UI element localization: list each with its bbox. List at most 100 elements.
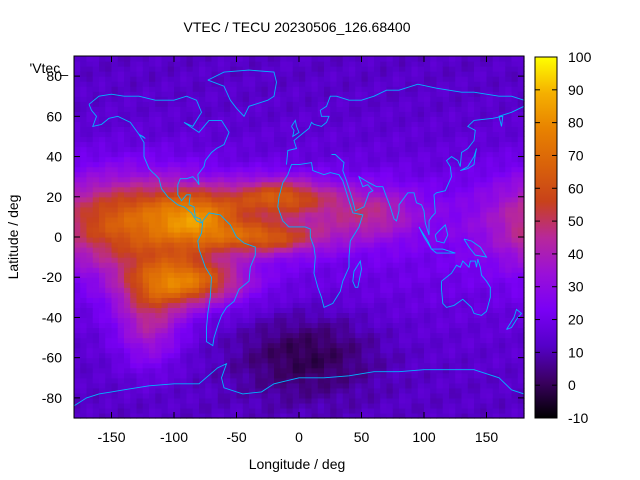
heatmap-cell xyxy=(430,377,438,384)
heatmap-cell xyxy=(292,362,300,369)
heatmap-cell xyxy=(199,161,206,168)
heatmap-cell xyxy=(361,372,369,379)
heatmap-cell xyxy=(317,161,325,168)
heatmap-cell xyxy=(124,56,131,62)
heatmap-cell xyxy=(280,181,288,188)
heatmap-cell xyxy=(92,161,100,168)
heatmap-cell xyxy=(417,247,425,253)
heatmap-cell xyxy=(336,247,344,253)
heatmap-cell xyxy=(305,272,313,278)
heatmap-cell xyxy=(217,106,225,112)
heatmap-cell xyxy=(374,116,381,122)
heatmap-cell xyxy=(436,402,444,409)
heatmap-cell xyxy=(405,342,413,349)
heatmap-cell xyxy=(236,257,244,263)
heatmap-cell xyxy=(80,392,88,399)
heatmap-cell xyxy=(149,397,156,404)
heatmap-cell xyxy=(299,166,306,173)
heatmap-cell xyxy=(317,151,325,158)
heatmap-cell xyxy=(417,332,425,339)
heatmap-cell xyxy=(149,272,156,278)
heatmap-cell xyxy=(180,342,188,349)
heatmap-cell xyxy=(249,226,256,233)
heatmap-cell xyxy=(455,352,463,359)
heatmap-cell xyxy=(442,367,450,374)
heatmap-cell xyxy=(311,332,319,339)
heatmap-cell xyxy=(480,287,488,293)
heatmap-cell xyxy=(124,191,131,198)
heatmap-cell xyxy=(211,141,219,148)
heatmap-cell xyxy=(274,206,281,213)
heatmap-cell xyxy=(267,126,275,133)
heatmap-cell xyxy=(336,362,344,369)
heatmap-cell xyxy=(105,302,113,308)
heatmap-cell xyxy=(286,297,294,303)
heatmap-cell xyxy=(386,101,394,107)
heatmap-cell xyxy=(361,357,369,364)
heatmap-cell xyxy=(261,302,269,308)
heatmap-cell xyxy=(192,327,200,334)
heatmap-cell xyxy=(111,166,119,173)
heatmap-cell xyxy=(211,66,219,72)
heatmap-cell xyxy=(480,257,488,263)
heatmap-cell xyxy=(261,81,269,87)
heatmap-cell xyxy=(361,86,369,92)
heatmap-cell xyxy=(267,267,275,273)
heatmap-cell xyxy=(386,252,394,258)
heatmap-cell xyxy=(74,66,81,72)
heatmap-cell xyxy=(255,81,263,87)
heatmap-cell xyxy=(167,307,175,314)
heatmap-cell xyxy=(180,161,188,168)
heatmap-cell xyxy=(324,332,331,339)
heatmap-cell xyxy=(305,156,313,163)
heatmap-cell xyxy=(399,377,406,384)
heatmap-cell xyxy=(399,387,406,394)
heatmap-cell xyxy=(411,136,419,143)
heatmap-cell xyxy=(167,407,175,414)
heatmap-cell xyxy=(80,242,88,248)
heatmap-cell xyxy=(142,297,150,303)
heatmap-cell xyxy=(380,96,388,102)
heatmap-cell xyxy=(386,392,394,399)
heatmap-cell xyxy=(480,151,488,158)
heatmap-cell xyxy=(355,211,363,218)
heatmap-cell xyxy=(80,181,88,188)
heatmap-cell xyxy=(374,377,381,384)
heatmap-cell xyxy=(117,242,125,248)
heatmap-cell xyxy=(305,206,313,213)
heatmap-cell xyxy=(417,412,425,419)
heatmap-cell xyxy=(324,56,331,62)
heatmap-cell xyxy=(105,262,113,268)
heatmap-cell xyxy=(130,216,138,223)
heatmap-cell xyxy=(324,96,331,102)
heatmap-cell xyxy=(86,141,94,148)
heatmap-cell xyxy=(455,231,463,238)
heatmap-cell xyxy=(192,247,200,253)
heatmap-cell xyxy=(92,146,100,153)
heatmap-cell xyxy=(86,337,94,344)
heatmap-cell xyxy=(211,237,219,243)
heatmap-cell xyxy=(224,191,231,198)
heatmap-cell xyxy=(199,342,206,349)
heatmap-cell xyxy=(492,302,500,308)
heatmap-cell xyxy=(161,126,169,133)
heatmap-cell xyxy=(474,322,481,329)
heatmap-cell xyxy=(105,81,113,87)
heatmap-cell xyxy=(324,272,331,278)
heatmap-cell xyxy=(399,181,406,188)
heatmap-cell xyxy=(324,201,331,208)
heatmap-cell xyxy=(442,242,450,248)
heatmap-cell xyxy=(80,71,88,77)
heatmap-cell xyxy=(99,242,106,248)
heatmap-cell xyxy=(305,131,313,138)
heatmap-cell xyxy=(467,362,475,369)
heatmap-cell xyxy=(117,231,125,238)
heatmap-cell xyxy=(261,287,269,293)
heatmap-cell xyxy=(405,231,413,238)
heatmap-cell xyxy=(167,131,175,138)
heatmap-cell xyxy=(205,292,213,298)
heatmap-cell xyxy=(480,397,488,404)
heatmap-cell xyxy=(199,136,206,143)
heatmap-cell xyxy=(136,317,144,324)
heatmap-cell xyxy=(224,407,231,414)
